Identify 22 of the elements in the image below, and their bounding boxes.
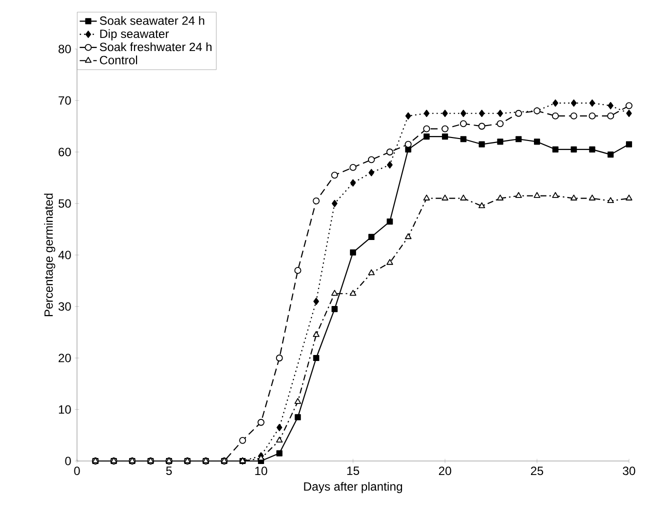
- x-tick-label: 20: [438, 466, 452, 476]
- y-tick-label: 30: [58, 302, 71, 311]
- y-tick-label: 40: [58, 250, 71, 260]
- legend-label: Dip seawater: [100, 29, 169, 40]
- x-tick-label: 25: [530, 466, 544, 476]
- x-tick-label: 15: [347, 466, 360, 475]
- y-tick-label: 70: [58, 96, 71, 105]
- y-tick-label: 0: [65, 456, 71, 466]
- x-tick-label: 30: [622, 466, 636, 476]
- y-tick-label: 80: [58, 44, 71, 54]
- x-axis-title: Days after planting: [304, 482, 402, 494]
- x-tick-label: 5: [166, 466, 172, 475]
- legend-label: Soak seawater 24 h: [100, 16, 204, 25]
- x-tick-label: 0: [74, 466, 80, 476]
- y-tick-label: 10: [58, 405, 71, 414]
- x-tick-label: 10: [255, 466, 268, 476]
- y-tick-label: 50: [58, 199, 71, 208]
- y-tick-label: 20: [58, 354, 71, 362]
- y-tick-label: 60: [58, 148, 71, 156]
- y-axis-title: Percentage germinated: [44, 194, 56, 316]
- legend-label: Control: [100, 56, 138, 64]
- legend-label: Soak freshwater 24 h: [100, 42, 212, 52]
